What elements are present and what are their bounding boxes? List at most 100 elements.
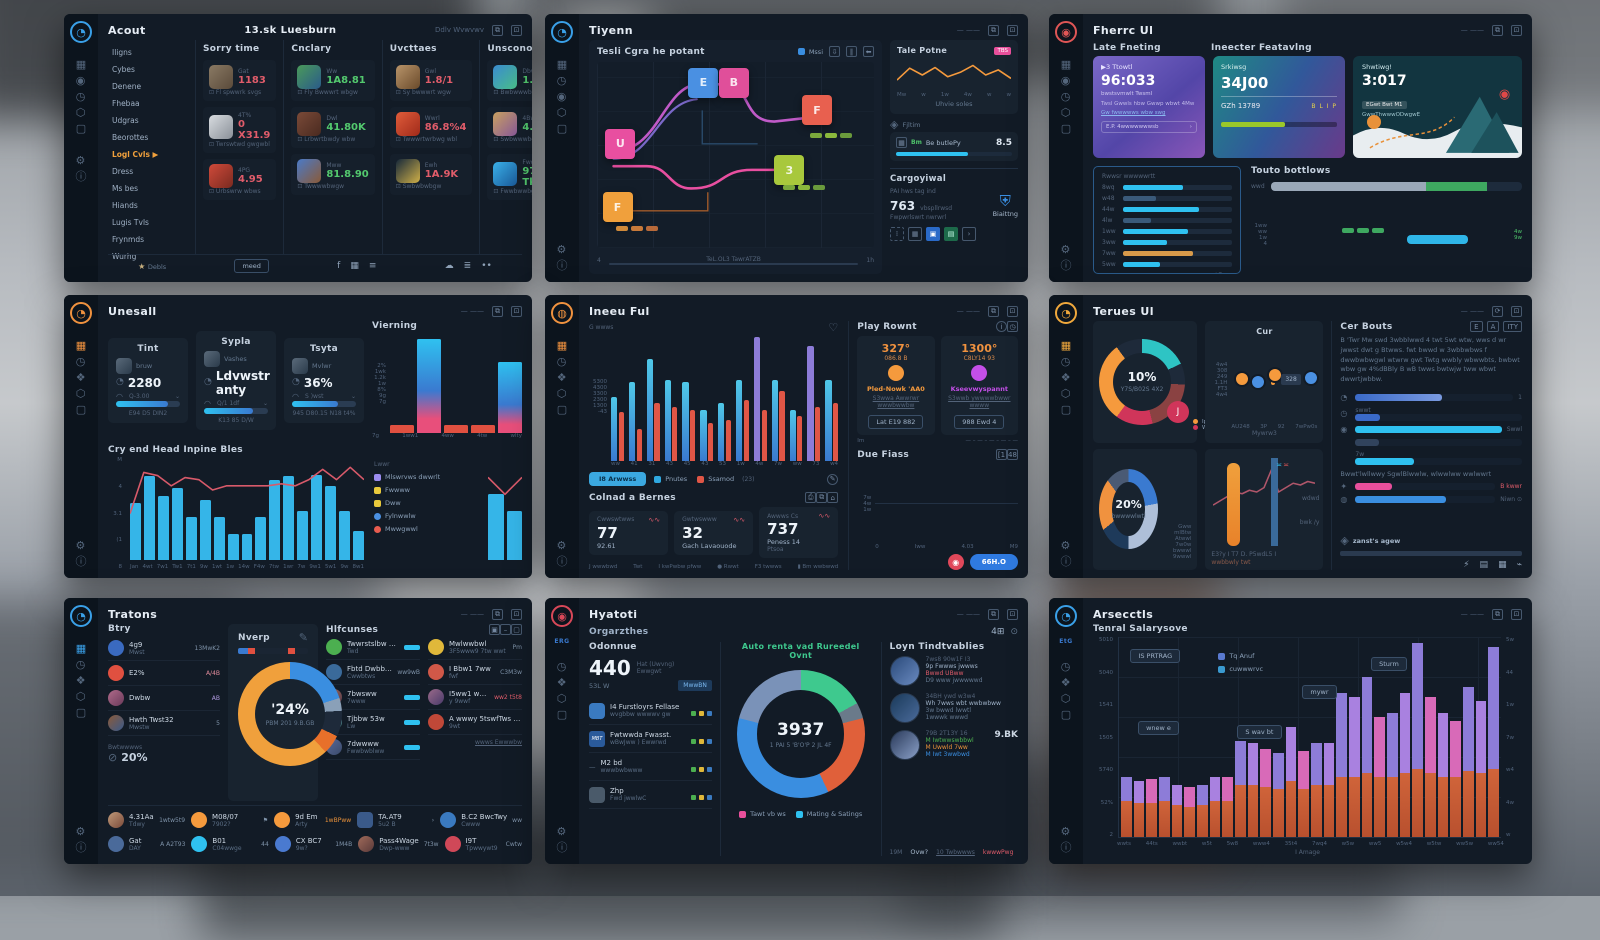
user-icon[interactable]: ◉ <box>1061 75 1071 86</box>
clock-icon[interactable]: ◷ <box>76 356 86 367</box>
folder-icon[interactable]: ▢ <box>557 709 567 720</box>
nav-item[interactable]: Hiands <box>110 197 187 214</box>
download-icon[interactable]: ⇩ <box>829 46 840 57</box>
user-icon[interactable]: ◉ <box>76 75 86 86</box>
gear-icon[interactable]: ⚙ <box>76 826 87 837</box>
footer-icon[interactable]: ☁ <box>445 261 454 271</box>
filter-icon[interactable]: ◈ <box>890 119 898 130</box>
header-links[interactable]: — —— <box>957 610 980 618</box>
export-icon[interactable]: ⎙ <box>805 492 816 503</box>
nav-item[interactable]: Beorottes <box>110 129 187 146</box>
footer-icon[interactable]: f <box>337 261 340 271</box>
shield-icon[interactable]: ⬡ <box>557 107 567 118</box>
gear-icon[interactable]: ⚙ <box>557 244 568 255</box>
nav-item[interactable]: Frynmds <box>110 231 187 248</box>
folder-icon[interactable]: ▢ <box>76 123 86 134</box>
footer-icon[interactable]: ▤ <box>1480 560 1489 570</box>
folder-icon[interactable]: ▢ <box>76 404 86 415</box>
footer-icon[interactable]: ▦ <box>350 261 359 271</box>
app-metric-card[interactable]: Dbw1.327⊡ Bwbwwwbgw <box>487 60 532 101</box>
clock-icon[interactable]: ◷ <box>557 75 567 86</box>
flow-node[interactable]: B <box>719 68 749 98</box>
pen-icon[interactable]: ✎ <box>827 474 838 485</box>
clock-icon[interactable]: ◷ <box>76 659 86 670</box>
user-icon[interactable]: ◉ <box>557 91 567 102</box>
refresh-icon[interactable]: ⟳ <box>1492 306 1503 317</box>
gear-icon[interactable]: ⊡ <box>1511 609 1522 620</box>
list-item[interactable]: E2%A/4B <box>108 661 220 686</box>
clock-icon[interactable]: ◷ <box>76 91 86 102</box>
paw-icon[interactable]: ❖ <box>1061 677 1071 688</box>
apps-icon[interactable]: ⊡ <box>511 306 522 317</box>
app-metric-card[interactable]: Fwd97 Tkd⊡ Fwwbwwbgw <box>487 154 532 200</box>
gear-icon[interactable]: ⚙ <box>76 155 87 166</box>
pen-icon[interactable]: ✎ <box>299 632 308 643</box>
copy-icon[interactable]: ⧉ <box>492 306 503 317</box>
prtrag-button[interactable]: IS PRTRAG <box>1130 649 1180 663</box>
nav-item[interactable]: Dress <box>110 163 187 180</box>
minus-icon[interactable]: – <box>500 624 511 635</box>
play-card[interactable]: 1300°C8LY14 93 Kseevwyspannt S3wwb ywwww… <box>941 336 1018 435</box>
shield-icon[interactable]: ⬡ <box>557 693 567 704</box>
stat-card[interactable]: Cwwswtwws∿∿ 77 92.61 <box>589 511 668 555</box>
card1-link[interactable]: Gw fwwwwws wbw swg <box>1101 110 1197 116</box>
clock-icon[interactable]: ◷ <box>557 661 567 672</box>
shield-icon[interactable]: ⬡ <box>76 388 86 399</box>
grid-icon[interactable]: ⊡ <box>1007 25 1018 36</box>
nav-item[interactable]: Lugis Tvls <box>110 214 187 231</box>
grid-icon[interactable]: ▦ <box>76 643 86 654</box>
shield-icon[interactable]: ⬡ <box>1061 693 1071 704</box>
clock-icon[interactable]: ◷ <box>1007 321 1018 332</box>
info-icon[interactable]: ⓘ <box>1061 842 1072 853</box>
copy-icon[interactable]: ⧉ <box>492 609 503 620</box>
clock-icon[interactable]: ◷ <box>1061 356 1071 367</box>
shield-icon[interactable]: ⬡ <box>557 388 567 399</box>
copy-icon[interactable]: ⧉ <box>1492 25 1503 36</box>
app-logo[interactable]: ◉ <box>1055 21 1077 43</box>
header-links[interactable]: — —— <box>957 307 980 315</box>
folder-icon[interactable]: ▢ <box>557 404 567 415</box>
paw-icon[interactable]: ❖ <box>76 372 86 383</box>
app-metric-card[interactable]: 4Bw4.5.6K⊡ Swbwwwbg wbd <box>487 107 532 148</box>
timeline-scrubber[interactable]: TeL.OL3 TawrATZB <box>609 256 859 265</box>
pause-icon[interactable]: ∥ <box>846 46 857 57</box>
footer-icon[interactable]: ⌁ <box>1517 560 1522 570</box>
app-metric-card[interactable]: 4T%0 X31.9⊡ Twrswtwd gwgwbl <box>203 107 276 153</box>
flow-node[interactable]: F <box>603 192 633 222</box>
flow-node[interactable]: 3 <box>774 155 804 185</box>
folder-icon[interactable]: ▢ <box>76 707 86 718</box>
gear-icon[interactable]: ⚙ <box>1061 244 1072 255</box>
panel-button[interactable]: ITY <box>1503 321 1522 332</box>
footer-icon[interactable]: ≣ <box>464 261 472 271</box>
app-logo[interactable]: ◔ <box>70 605 92 627</box>
next-icon[interactable]: › <box>962 227 976 241</box>
gear-icon[interactable]: ⊡ <box>1511 306 1522 317</box>
grid-icon[interactable]: ▦ <box>76 59 86 70</box>
info-icon[interactable]: ⓘ <box>76 842 87 853</box>
clock-icon[interactable]: ◷ <box>1061 661 1071 672</box>
stat-card[interactable]: Tint bruw ◔2280 ◠Q-3.00⌄ E94 D5 DIN2 <box>108 338 188 423</box>
footer-icon[interactable]: ⚡ <box>1463 560 1469 570</box>
paw-icon[interactable]: ❖ <box>76 675 86 686</box>
series-button[interactable]: I8 Arwwss <box>589 472 646 486</box>
footer-icon[interactable]: •• <box>481 261 492 271</box>
